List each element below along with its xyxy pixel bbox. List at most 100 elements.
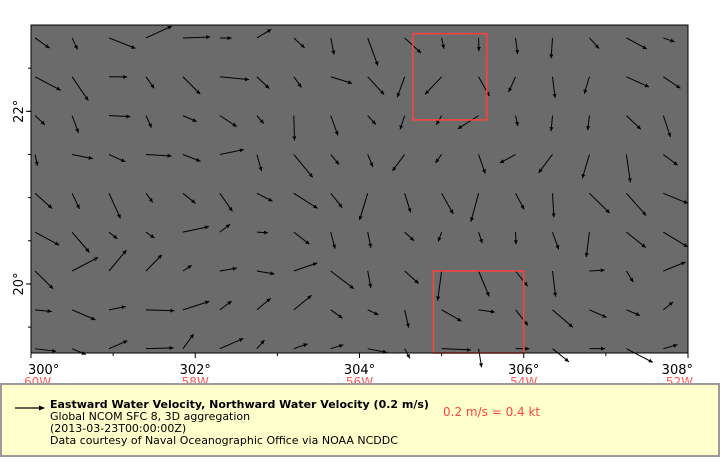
velocity-arrow — [367, 76, 385, 95]
velocity-arrow — [478, 76, 490, 97]
velocity-arrow — [441, 309, 462, 322]
velocity-arrow — [330, 37, 336, 55]
velocity-arrow — [478, 154, 486, 174]
velocity-arrow — [145, 193, 154, 203]
velocity-arrow — [219, 76, 250, 82]
legend-panel: Eastward Water Velocity, Northward Water… — [0, 383, 720, 457]
velocity-arrow — [367, 154, 374, 168]
velocity-arrow — [581, 154, 590, 179]
velocity-arrow — [508, 76, 516, 93]
velocity-arrow — [626, 192, 647, 216]
velocity-arrow — [663, 76, 681, 89]
lon-west-label: 58W — [182, 375, 209, 383]
velocity-arrow — [330, 154, 340, 165]
velocity-arrow — [256, 28, 272, 39]
velocity-arrow — [515, 37, 520, 55]
velocity-arrow — [663, 192, 689, 204]
velocity-arrow — [549, 115, 554, 132]
velocity-arrow — [515, 346, 530, 351]
velocity-arrow — [182, 192, 196, 204]
latitude-axis: 22° 20° — [12, 67, 31, 328]
legend-text: Eastward Water Velocity, Northward Water… — [50, 399, 429, 447]
lon-west-label: 54W — [510, 375, 537, 383]
lon-west-label: 56W — [346, 375, 373, 383]
velocity-arrow — [293, 192, 318, 209]
velocity-arrow — [293, 154, 314, 178]
legend-title: Eastward Water Velocity, Northward Water… — [50, 398, 429, 411]
velocity-arrow — [182, 264, 192, 272]
velocity-arrow — [663, 154, 678, 166]
lon-tick-label: 300° — [28, 363, 59, 378]
velocity-arrow — [256, 192, 273, 202]
lon-tick-label: 304° — [344, 363, 375, 378]
velocity-arrow — [330, 193, 343, 209]
velocity-arrow — [34, 192, 53, 209]
velocity-arrow — [293, 343, 308, 350]
velocity-arrow — [182, 35, 211, 40]
velocity-arrow — [71, 76, 89, 101]
velocity-arrow — [589, 268, 605, 273]
velocity-arrow — [663, 37, 675, 43]
velocity-arrow — [330, 270, 355, 290]
velocity-arrow — [256, 339, 265, 350]
velocity-arrow — [392, 154, 406, 172]
velocity-arrow — [34, 115, 46, 126]
velocity-arrow — [478, 348, 483, 368]
velocity-arrow — [108, 37, 136, 49]
velocity-arrow — [219, 148, 244, 155]
velocity-arrow — [358, 193, 369, 221]
velocity-arrow — [589, 309, 607, 318]
lon-tick-label: 302° — [180, 363, 211, 378]
velocity-arrow — [182, 154, 201, 162]
velocity-arrow — [367, 232, 373, 248]
velocity-arrow — [108, 340, 128, 350]
velocity-arrow — [71, 37, 79, 50]
velocity-arrow — [219, 338, 244, 350]
velocity-arrow — [404, 309, 410, 328]
velocity-arrow — [108, 305, 126, 311]
velocity-arrow — [552, 309, 574, 328]
velocity-arrow — [589, 37, 600, 49]
legend-scale: 0.2 m/s = 0.4 kt — [443, 405, 541, 419]
velocity-arrow — [478, 270, 490, 297]
velocity-arrow — [293, 294, 312, 311]
velocity-arrow — [626, 348, 654, 363]
velocity-arrow — [108, 193, 121, 219]
velocity-arrow — [182, 225, 210, 233]
velocity-arrow — [330, 232, 336, 249]
velocity-arrow — [34, 37, 50, 49]
velocity-arrow — [626, 76, 650, 88]
velocity-arrow — [367, 115, 377, 125]
velocity-arrow — [476, 37, 481, 52]
velocity-arrow — [404, 231, 415, 242]
velocity-arrow — [145, 153, 172, 158]
velocity-arrow — [441, 37, 446, 49]
velocity-arrow — [399, 115, 406, 130]
velocity-arrow — [404, 193, 412, 213]
velocity-arrow — [663, 343, 678, 350]
velocity-arrow — [367, 270, 373, 288]
velocity-arrow — [71, 115, 79, 133]
legend-dataset: Global NCOM SFC 8, 3D aggregation — [50, 410, 251, 423]
legend-time: (2013-03-23T00:00:00Z) — [50, 422, 187, 435]
velocity-arrow — [182, 115, 197, 123]
plot-background — [31, 25, 688, 353]
velocity-arrow — [626, 115, 642, 130]
velocity-arrow — [219, 300, 232, 311]
velocity-arrow — [424, 76, 442, 95]
velocity-arrow — [256, 76, 270, 89]
velocity-arrow — [145, 76, 155, 89]
velocity-arrow — [586, 115, 591, 131]
velocity-arrow — [293, 37, 306, 49]
velocity-arrow — [625, 154, 632, 183]
velocity-arrow — [71, 193, 80, 210]
velocity-arrow — [552, 348, 570, 363]
velocity-arrow — [34, 154, 39, 166]
velocity-arrow — [330, 115, 339, 136]
velocity-arrow — [435, 154, 443, 164]
legend-arrow-icon — [15, 405, 45, 411]
velocity-arrow — [589, 346, 606, 351]
velocity-arrow — [145, 308, 175, 313]
velocity-arrow — [367, 37, 379, 66]
